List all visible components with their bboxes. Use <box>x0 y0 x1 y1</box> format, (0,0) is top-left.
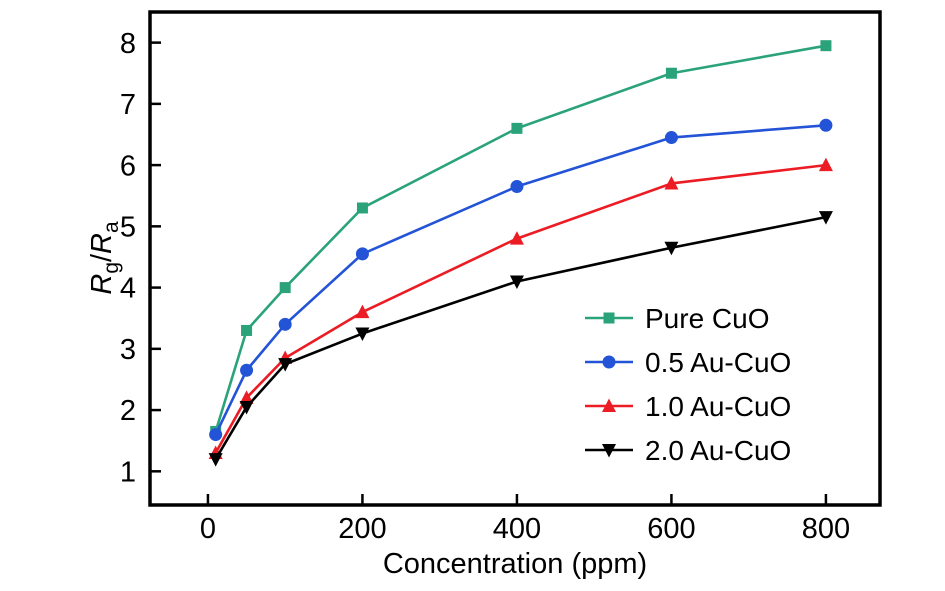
plot-frame <box>148 10 882 507</box>
series-line-2-0-au-cuo <box>214 215 827 460</box>
series-0-5-au-cuo <box>209 118 833 442</box>
y-label-separator: / <box>86 253 119 263</box>
y-tick-label: 5 <box>120 211 136 243</box>
y-label-sub-2: a <box>99 221 123 234</box>
x-tick-label: 800 <box>802 513 850 545</box>
y-label-symbol-2: R <box>86 233 119 254</box>
legend-label: 0.5 Au-CuO <box>645 347 791 378</box>
y-axis: 1 2 3 4 5 6 7 8 <box>120 28 161 488</box>
y-tick-label: 6 <box>120 150 136 182</box>
legend: Pure CuO 0.5 Au-CuO 1.0 Au-CuO 2.0 Au-CuO <box>585 303 791 466</box>
y-tick-label: 7 <box>120 89 136 121</box>
y-tick-label: 2 <box>120 395 136 427</box>
x-axis: 0 200 400 600 800 <box>200 494 850 545</box>
series-1-0-au-cuo <box>208 157 833 459</box>
y-label-sub-1: g <box>99 262 123 274</box>
x-axis-label: Concentration (ppm) <box>382 548 648 580</box>
y-tick-label: 3 <box>120 334 136 366</box>
y-tick-label: 1 <box>120 456 136 488</box>
y-tick-label: 4 <box>120 273 136 305</box>
y-tick-label: 8 <box>120 28 136 60</box>
x-tick-label: 200 <box>338 513 386 545</box>
legend-label: 1.0 Au-CuO <box>645 391 791 422</box>
x-tick-label: 600 <box>647 513 695 545</box>
x-tick-label: 0 <box>200 513 216 545</box>
legend-label: Pure CuO <box>645 303 770 334</box>
y-label-symbol-1: R <box>86 273 119 295</box>
series-2-0-au-cuo <box>208 211 833 467</box>
x-tick-label: 400 <box>493 513 541 545</box>
legend-label: 2.0 Au-CuO <box>645 435 791 466</box>
y-axis-label: Rg/Ra <box>86 221 124 294</box>
